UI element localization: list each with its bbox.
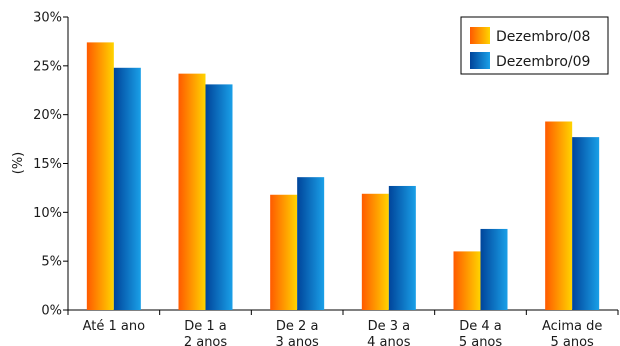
bar-series-2 <box>572 137 600 310</box>
legend-swatch-2 <box>470 52 490 69</box>
x-tick-label: Até 1 ano <box>83 319 146 334</box>
bar-series-1 <box>545 121 573 311</box>
y-tick-label: 0% <box>41 304 62 319</box>
legend-label-2: Dezembro/09 <box>496 54 590 70</box>
legend-label-1: Dezembro/08 <box>496 29 590 45</box>
bar-series-2 <box>205 84 233 310</box>
bar-series-2 <box>480 228 508 310</box>
x-tick-label: Acima de 5 anos <box>542 319 602 346</box>
bar-series-1 <box>453 251 481 310</box>
bar-series-1 <box>361 193 389 310</box>
bar-series-2 <box>388 185 416 310</box>
bar-series-2 <box>113 67 141 310</box>
bar-series-1 <box>178 73 206 310</box>
y-tick-label: 5% <box>41 255 62 270</box>
legend-swatch-1 <box>470 27 490 44</box>
bar-series-1 <box>86 42 114 310</box>
y-tick-label: 15% <box>33 157 62 172</box>
y-tick-label: 20% <box>33 108 62 123</box>
y-tick-label: 10% <box>33 206 62 221</box>
y-tick-label: 25% <box>33 59 62 74</box>
legend: Dezembro/08 Dezembro/09 <box>460 16 609 75</box>
bar-series-1 <box>270 194 298 310</box>
y-tick-label: 30% <box>33 11 62 26</box>
bar-series-2 <box>297 177 325 310</box>
y-axis-label: (%) <box>11 152 26 175</box>
